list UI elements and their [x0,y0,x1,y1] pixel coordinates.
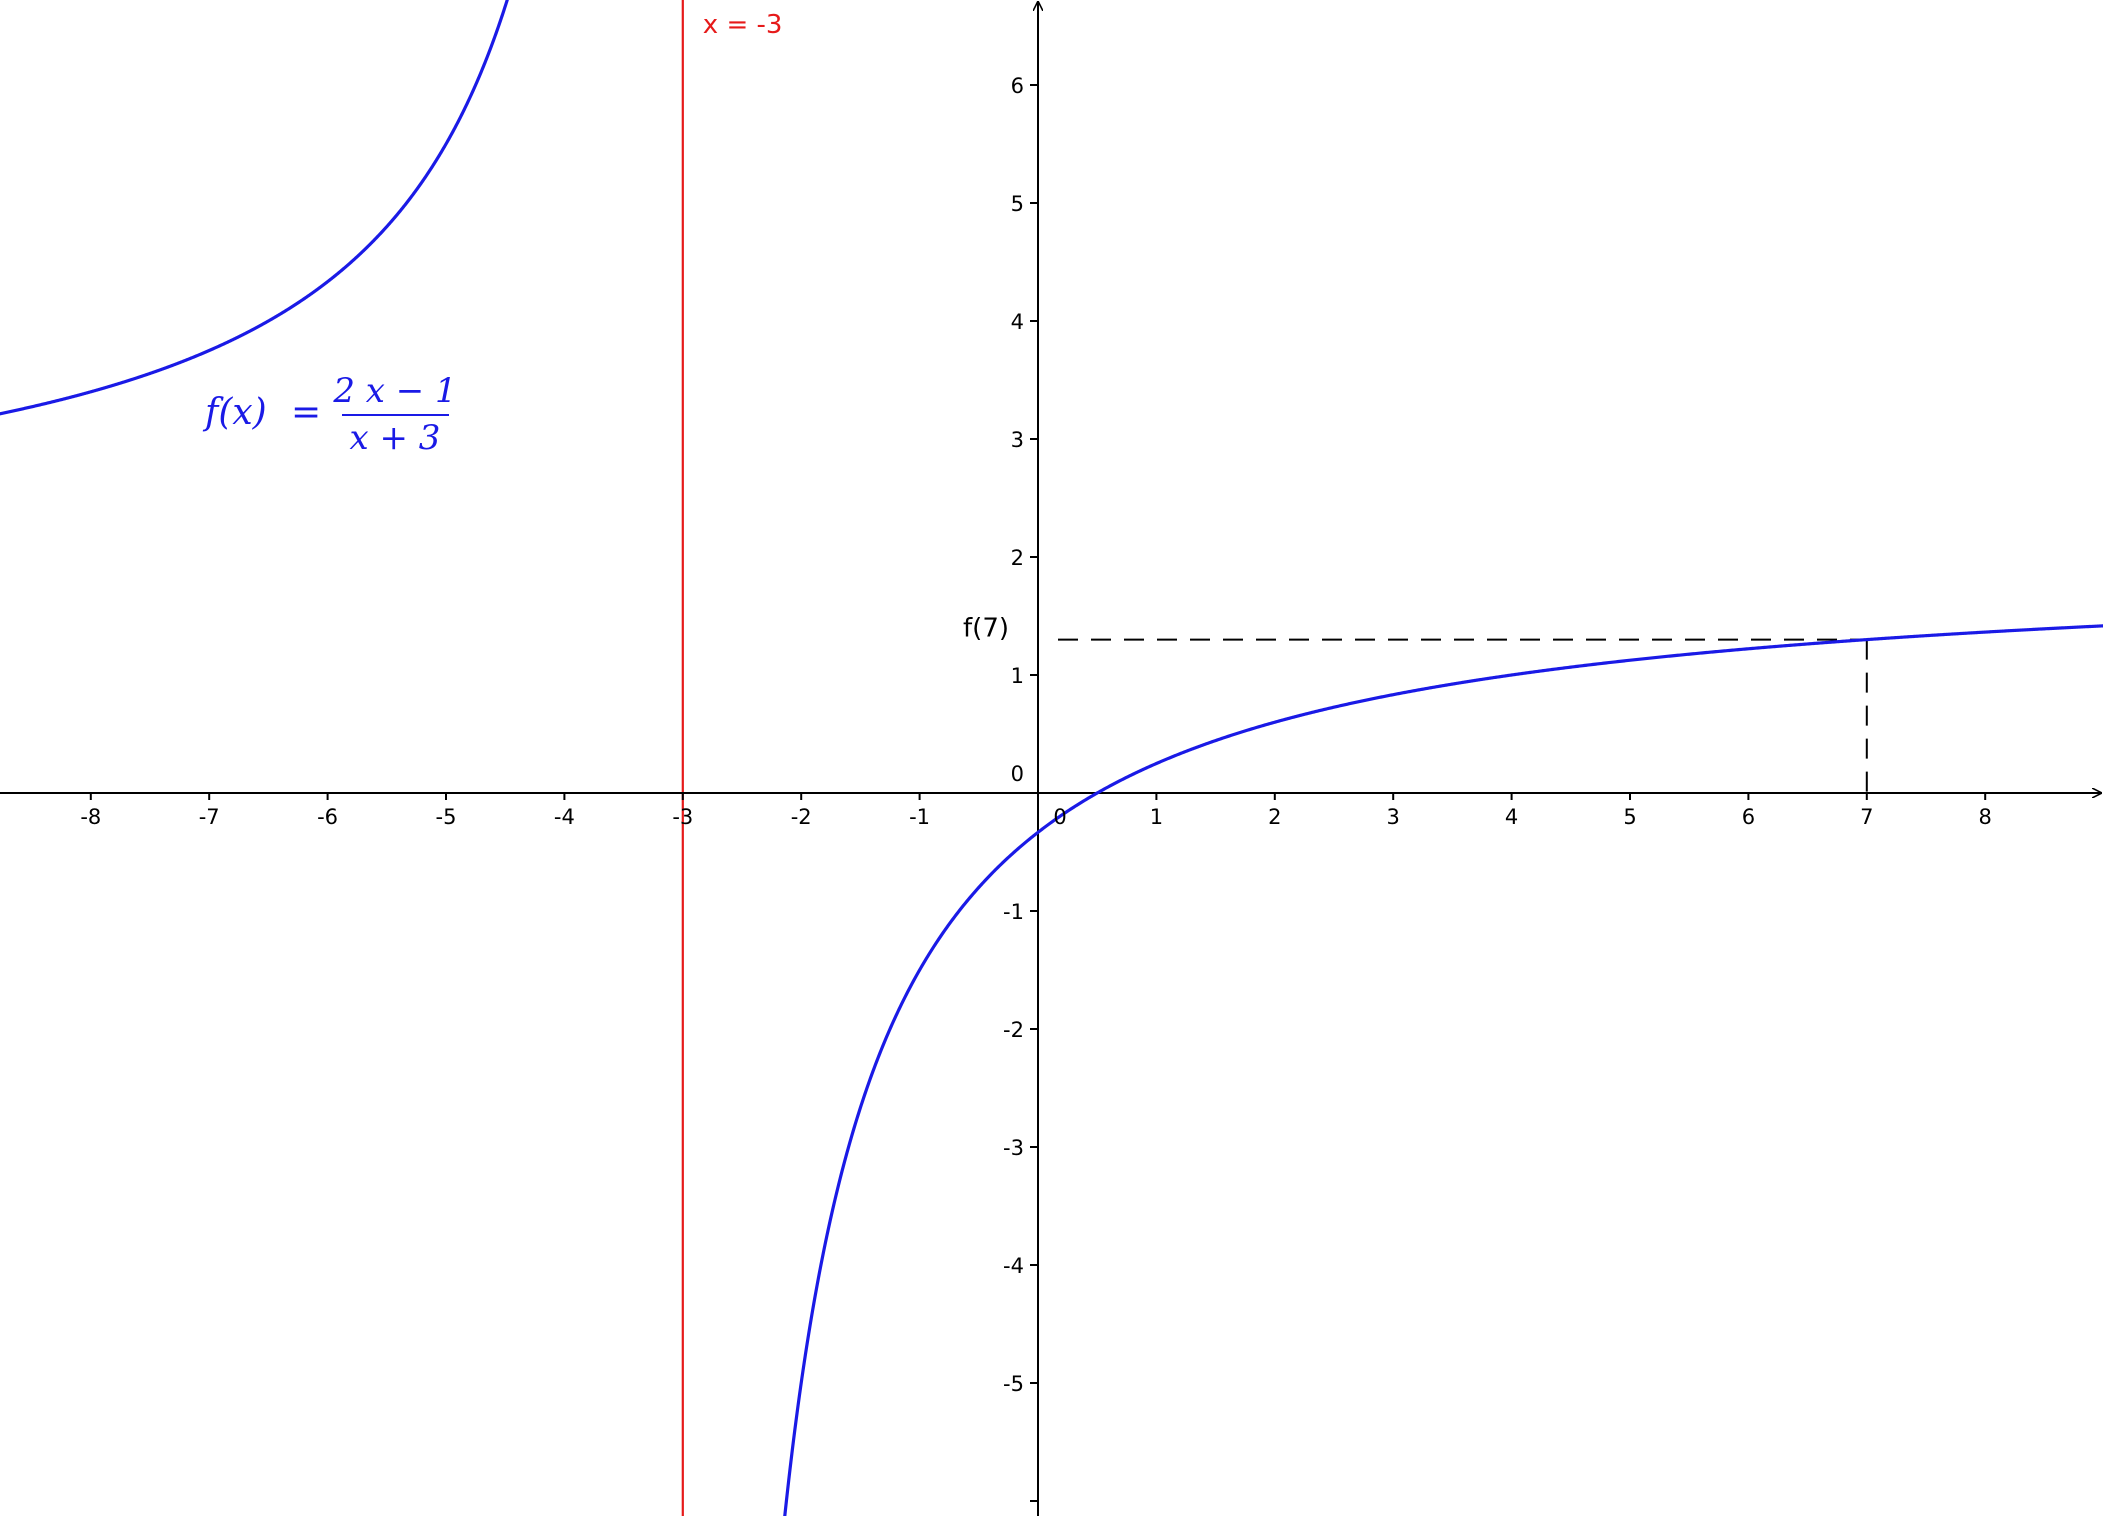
x-tick-label: 5 [1623,805,1636,829]
formula-lhs: f(x) [202,392,267,433]
formula-numerator: 2 x − 1 [332,371,456,411]
y-tick-label: 6 [1011,74,1024,98]
x-tick-label: 2 [1268,805,1281,829]
x-tick-label: -3 [672,805,693,829]
origin-label-y: 0 [1011,762,1024,786]
y-tick-label: -2 [1003,1018,1024,1042]
y-tick-label: 5 [1011,192,1024,216]
function-formula: f(x) = 2 x − 1 x + 3 [202,371,457,458]
x-tick-label: -7 [199,805,220,829]
x-tick-label: 3 [1387,805,1400,829]
x-tick-label: 8 [1979,805,1992,829]
function-curve-right-branch [783,624,2103,1516]
y-tick-label: -5 [1003,1372,1024,1396]
x-tick-label: 7 [1860,805,1873,829]
x-tick-label: 4 [1505,805,1518,829]
x-tick-label: -6 [317,805,338,829]
origin-label-x: 0 [1053,805,1066,829]
reference-value-label: f(7) [963,614,1009,644]
x-tick-label: -4 [554,805,575,829]
y-tick-label: -4 [1003,1254,1024,1278]
formula-denominator: x + 3 [350,418,441,458]
y-tick-label: -3 [1003,1136,1024,1160]
x-tick-label: -2 [791,805,812,829]
x-tick-label: 6 [1742,805,1755,829]
y-tick-label: 1 [1011,664,1024,688]
y-tick-label: 3 [1011,428,1024,452]
vertical-asymptote-label: x = -3 [703,10,783,40]
formula-equals: = [291,392,321,433]
y-tick-label: -1 [1003,900,1024,924]
y-tick-label: 2 [1011,546,1024,570]
x-tick-label: -8 [80,805,101,829]
x-tick-label: 1 [1150,805,1163,829]
x-tick-label: -1 [909,805,930,829]
function-curve-left-branch [0,0,509,416]
x-tick-label: -5 [436,805,457,829]
y-tick-label: 4 [1011,310,1024,334]
